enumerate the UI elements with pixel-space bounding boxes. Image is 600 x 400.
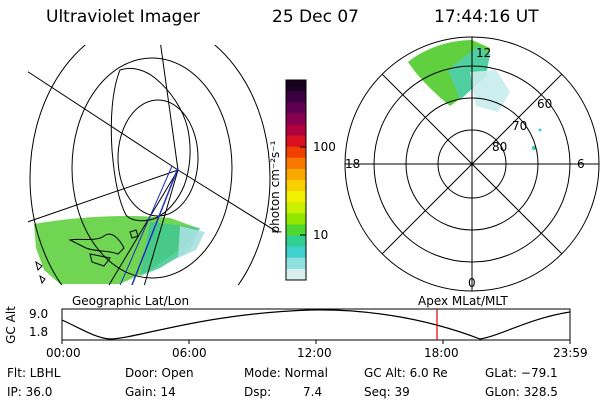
color-band	[286, 268, 306, 281]
mlt-label-12: 12	[476, 46, 492, 60]
color-band	[286, 224, 306, 237]
meridian	[143, 169, 179, 285]
meridian	[108, 169, 179, 285]
color-scale-frame	[285, 79, 307, 281]
mlat-label-60: 60	[537, 97, 553, 111]
mlt-label-6: 6	[577, 157, 585, 171]
right-panel-caption: Apex MLat/MLT	[418, 294, 508, 308]
color-band	[286, 213, 306, 225]
color-band	[286, 146, 306, 159]
altitude-ymin: 1.8	[29, 325, 49, 339]
info-door: Door: Open	[125, 366, 194, 380]
mlt-label-0: 0	[468, 276, 476, 290]
altitude-curve	[62, 309, 570, 340]
color-band	[286, 102, 306, 114]
time-label: 17:44:16 UT	[434, 7, 539, 27]
color-band	[286, 80, 306, 92]
info-ip: IP: 36.0	[7, 385, 53, 399]
polar-emission-teal	[448, 46, 490, 100]
color-band	[286, 168, 306, 181]
emission-dot	[538, 128, 542, 132]
color-band	[286, 202, 306, 214]
color-unit-label: photon cm⁻²s⁻¹	[268, 140, 282, 234]
color-tick-label-10: 10	[313, 228, 329, 242]
time-tick-1800: 18:00	[424, 346, 459, 360]
color-band	[286, 91, 306, 103]
mlat-label-70: 70	[512, 119, 528, 133]
mlat-label-80: 80	[492, 140, 508, 154]
info-seq: Seq: 39	[364, 385, 410, 399]
color-band	[286, 246, 306, 259]
info-glon: GLon: 328.5	[485, 385, 558, 399]
altitude-x-ticks	[61, 340, 571, 344]
altitude-plot	[61, 308, 571, 344]
color-tick-label-100: 100	[313, 140, 336, 154]
polar-emission-light	[470, 70, 510, 112]
info-dsp-value: 7.4	[303, 385, 323, 399]
terminator-line	[119, 165, 173, 285]
meridian	[160, 45, 179, 171]
color-band	[286, 157, 306, 170]
info-flt: Flt: LBHL	[7, 366, 61, 380]
latitude-circle	[71, 57, 233, 279]
info-dsp-label: Dsp:	[244, 385, 272, 399]
left-panel-caption: Geographic Lat/Lon	[72, 294, 190, 308]
color-band	[286, 124, 306, 137]
emission-dot	[532, 146, 536, 150]
geographic-map	[28, 45, 278, 285]
altitude-ylabel: GC Alt	[3, 306, 18, 344]
polar-plot	[344, 36, 600, 292]
date-label: 25 Dec 07	[272, 7, 359, 27]
color-band	[286, 191, 306, 203]
mlt-label-18: 18	[345, 157, 361, 171]
altitude-ymax: 9.0	[29, 307, 49, 321]
time-tick-0600: 06:00	[172, 346, 207, 360]
antarctica-coastline	[110, 67, 191, 222]
meridian	[28, 71, 179, 171]
color-band	[286, 180, 306, 192]
info-gain: Gain: 14	[125, 385, 176, 399]
time-tick-2359: 23:59	[553, 346, 588, 360]
terminator-line	[131, 167, 179, 285]
time-tick-0000: 00:00	[46, 346, 81, 360]
instrument-title: Ultraviolet Imager	[46, 7, 200, 27]
info-mode: Mode: Normal	[244, 366, 328, 380]
meridian	[28, 169, 179, 223]
time-tick-1200: 12:00	[297, 346, 332, 360]
meridian	[177, 169, 278, 234]
color-band	[286, 257, 306, 270]
uv-emission-swath-light	[178, 226, 205, 258]
color-scale-bar	[286, 80, 306, 281]
polar-diagonal	[381, 73, 563, 255]
info-gc-alt: GC Alt: 6.0 Re	[364, 366, 448, 380]
latitude-circle	[117, 99, 199, 217]
color-band	[286, 235, 306, 248]
color-band	[286, 135, 306, 148]
color-band	[286, 113, 306, 125]
latitude-circle	[29, 45, 271, 285]
info-glat: GLat: −79.1	[485, 366, 558, 380]
